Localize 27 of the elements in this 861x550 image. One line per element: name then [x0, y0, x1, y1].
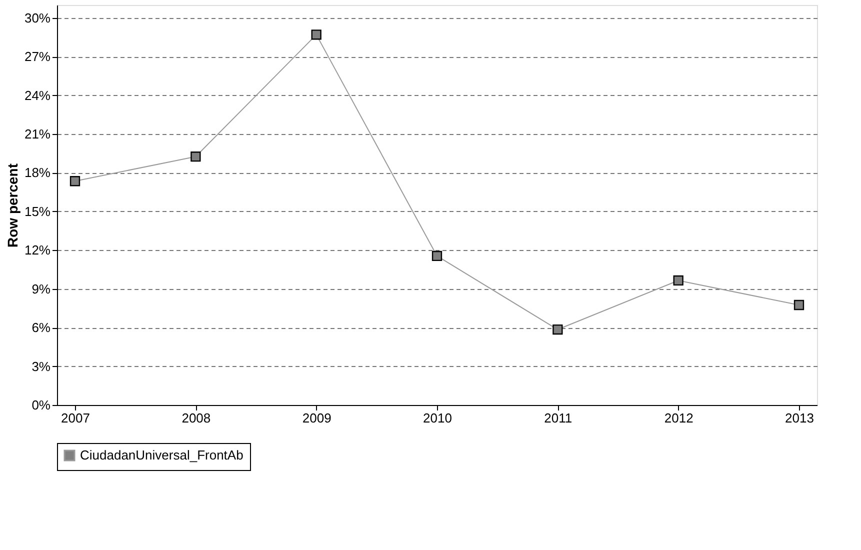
x-tick-label: 2007 [61, 410, 90, 426]
y-tick-label: 6% [32, 320, 51, 336]
y-tick-label: 9% [32, 281, 51, 296]
point [70, 176, 80, 186]
x-tick-label: 2008 [182, 410, 211, 426]
x-tick-label: 2011 [544, 410, 572, 426]
y-tick-label: 30% [24, 10, 51, 26]
y-tick-label: 0% [32, 398, 51, 412]
point [794, 300, 804, 310]
y-tick-label: 18% [24, 165, 51, 180]
y-axis-title: Row percent [4, 163, 20, 248]
point [673, 275, 684, 286]
x-tick-label: 2009 [302, 410, 332, 426]
point [311, 30, 322, 40]
y-tick-label: 21% [24, 126, 51, 142]
y-tick-label: 15% [24, 204, 51, 219]
point [432, 250, 442, 262]
legend-label: CiudadanUniversal_FrontAb [80, 448, 244, 462]
x-tick-label: 2013 [785, 410, 814, 426]
y-tick-label: 24% [24, 88, 51, 103]
point [190, 152, 201, 162]
point [552, 324, 563, 335]
y-tick-label: 12% [24, 242, 51, 258]
x-tick-label: 2012 [664, 410, 694, 426]
y-tick-label: 27% [24, 49, 51, 64]
x-tick-label: 2010 [423, 410, 452, 426]
y-tick-label: 3% [32, 358, 51, 374]
